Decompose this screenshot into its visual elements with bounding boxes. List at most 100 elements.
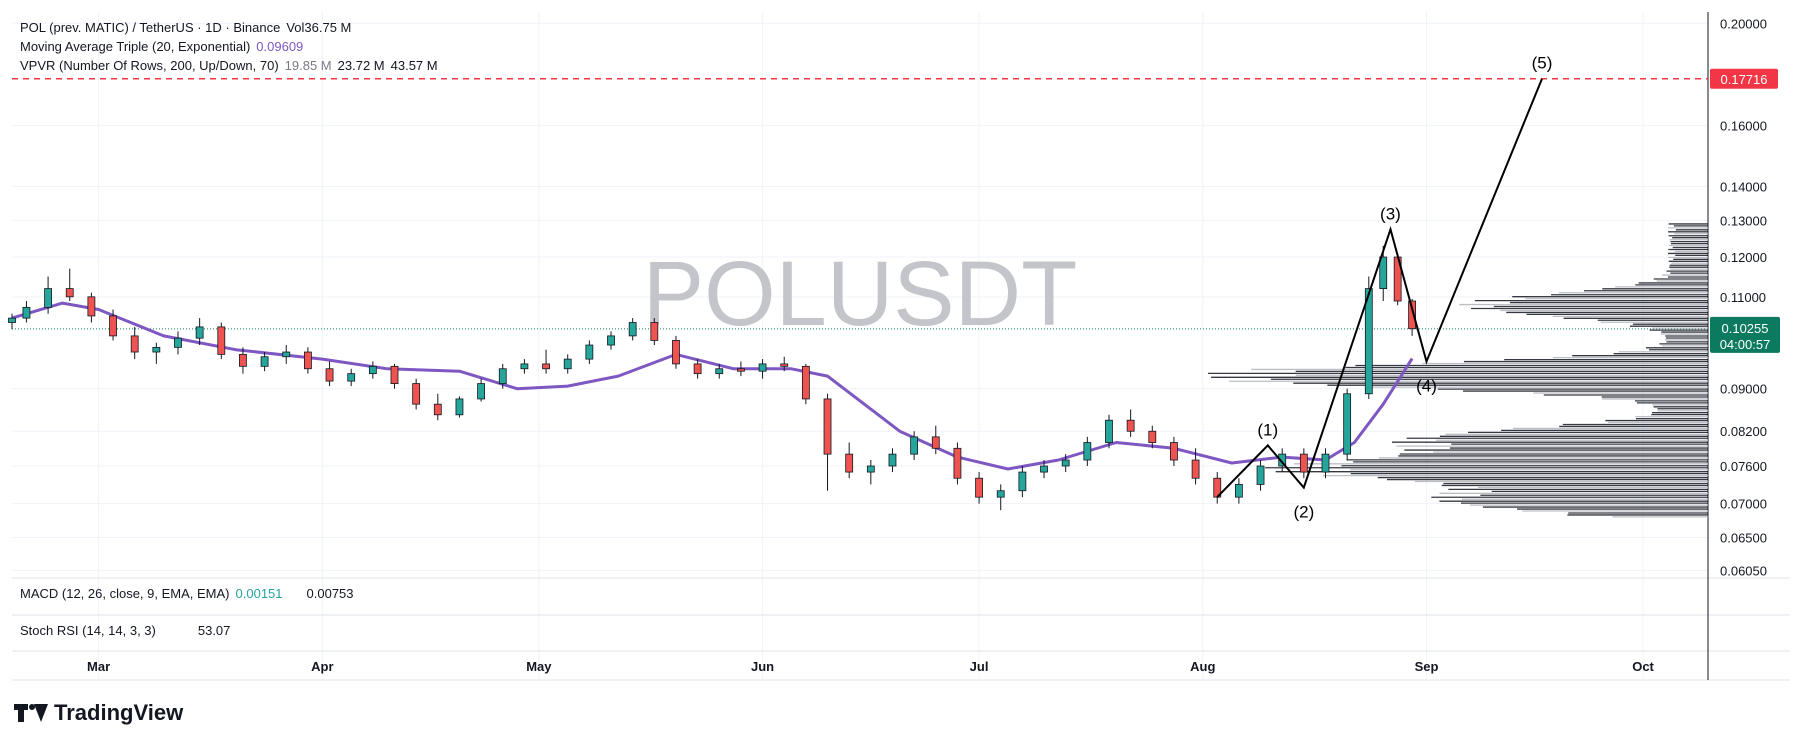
candle-body — [737, 368, 745, 372]
macd-value: 0.00151 — [235, 586, 283, 601]
candle — [1321, 448, 1330, 479]
candle-body — [520, 363, 529, 370]
x-tick-label: Mar — [87, 659, 110, 674]
candle-body — [347, 373, 356, 382]
y-tick-label: 0.20000 — [1720, 16, 1767, 31]
stoch-rsi-label: Stoch RSI (14, 14, 3, 3) — [20, 623, 156, 638]
elliott-wave: (1) (2) (3) (4) (5) — [1216, 54, 1553, 522]
macd-label: MACD (12, 26, close, 9, EMA, EMA) — [20, 586, 230, 601]
candle — [888, 448, 897, 473]
candle — [1040, 460, 1048, 479]
candle-body — [1379, 256, 1388, 289]
candle-body — [303, 351, 312, 370]
candle-body — [801, 365, 810, 400]
elliott-wave-label: (2) — [1293, 503, 1314, 522]
candle-body — [542, 363, 550, 370]
x-tick-label: Apr — [311, 659, 333, 674]
x-tick-label: Sep — [1415, 659, 1439, 674]
candle — [1343, 388, 1352, 461]
legend-vpvr-row[interactable]: VPVR (Number Of Rows, 200, Up/Down, 70) 1… — [20, 56, 444, 75]
macd-pane-label[interactable]: MACD (12, 26, close, 9, EMA, EMA) 0.00151… — [20, 586, 354, 601]
candle-body — [87, 296, 96, 317]
candle — [217, 322, 226, 360]
candle-body — [65, 288, 74, 298]
candle — [87, 292, 96, 323]
candle — [975, 472, 983, 504]
legend-symbol-row[interactable]: POL (prev. MATIC) / TetherUS · 1D · Bina… — [20, 18, 357, 37]
candle — [1061, 454, 1070, 473]
candle — [672, 335, 680, 369]
candle — [239, 347, 247, 374]
countdown-label: 04:00:57 — [1720, 337, 1771, 352]
candle-body — [1408, 300, 1417, 330]
candle — [823, 393, 832, 491]
candle — [44, 276, 52, 314]
candle — [8, 313, 16, 330]
candle — [1191, 448, 1200, 485]
candle-body — [1170, 442, 1178, 461]
candle — [715, 363, 724, 379]
candle — [628, 318, 637, 341]
candle — [325, 361, 334, 387]
candle — [780, 356, 789, 372]
candle — [1299, 448, 1308, 479]
candle-body — [1299, 453, 1308, 473]
candle-body — [1321, 453, 1330, 473]
vpvr-total-value: 43.57 M — [390, 58, 438, 73]
x-tick-label: May — [526, 659, 552, 674]
candle-body — [910, 436, 919, 455]
tradingview-logo-icon — [14, 704, 48, 722]
candle — [412, 378, 421, 410]
candle-body — [477, 383, 486, 400]
candle-body — [1061, 459, 1070, 467]
candle — [368, 361, 377, 379]
candle-body — [260, 356, 269, 367]
candle-body — [1234, 484, 1243, 498]
elliott-wave-path — [1216, 78, 1543, 498]
candle — [607, 331, 615, 350]
tradingview-logo[interactable]: TradingView — [14, 700, 183, 726]
elliott-wave-label: (5) — [1532, 54, 1553, 73]
candle — [845, 442, 854, 479]
candle-body — [1278, 453, 1287, 467]
stoch-rsi-pane-label[interactable]: Stoch RSI (14, 14, 3, 3) 53.07 — [20, 623, 230, 638]
candle-body — [455, 398, 464, 416]
candle — [347, 368, 356, 387]
ma-value: 0.09609 — [256, 39, 304, 54]
candle-body — [953, 447, 962, 479]
candle — [1126, 409, 1135, 437]
candle-body — [22, 306, 31, 319]
candle — [693, 359, 702, 379]
candle-body — [368, 365, 377, 375]
y-tick-label: 0.07000 — [1720, 497, 1767, 512]
x-tick-label: Aug — [1190, 659, 1215, 674]
candle — [174, 331, 182, 355]
candle-body — [1105, 419, 1113, 443]
y-tick-label: 0.12000 — [1720, 250, 1767, 265]
candle — [585, 340, 594, 364]
y-tick-label: 0.08200 — [1720, 424, 1767, 439]
current-price-label: 0.10255 — [1722, 321, 1769, 336]
legend-ma-row[interactable]: Moving Average Triple (20, Exponential) 0… — [20, 37, 309, 56]
candle-body — [390, 365, 399, 384]
candles[interactable] — [8, 245, 1417, 511]
candle — [498, 363, 507, 389]
candle — [260, 352, 269, 372]
candle-body — [217, 326, 226, 355]
candle — [953, 442, 962, 485]
candle-body — [628, 322, 637, 337]
candle-body — [1040, 465, 1048, 473]
candle-body — [888, 453, 897, 467]
candle — [563, 354, 572, 374]
stoch-rsi-value: 53.07 — [197, 623, 231, 638]
x-tick-label: Oct — [1632, 659, 1654, 674]
candle-body — [1343, 393, 1352, 455]
candle-body — [412, 383, 421, 405]
brand-name: TradingView — [54, 700, 184, 725]
x-tick-label: Jun — [751, 659, 774, 674]
y-tick-label: 0.07600 — [1720, 459, 1767, 474]
candle — [801, 363, 810, 405]
candle — [1234, 478, 1243, 504]
candle — [1083, 436, 1092, 467]
